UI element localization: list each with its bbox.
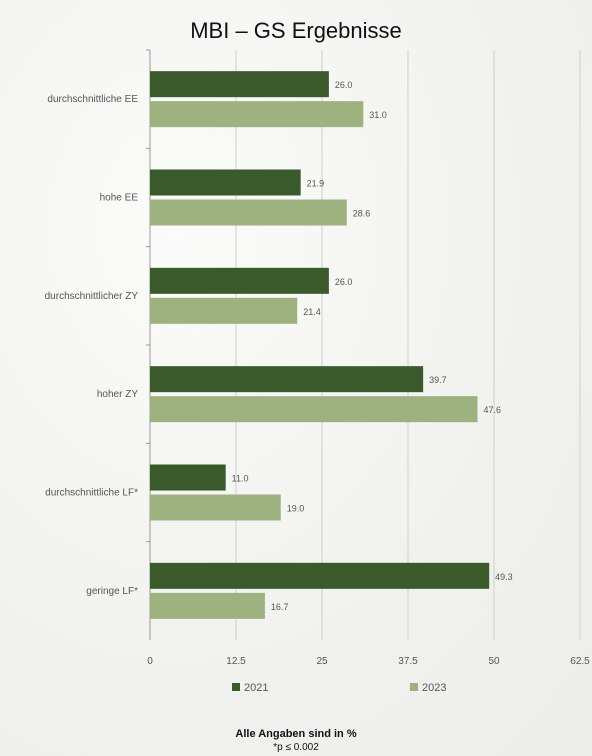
legend-label-2021: 2021 xyxy=(244,682,268,694)
bar-2021 xyxy=(150,267,329,294)
footnote-units: Alle Angaben sind in % xyxy=(235,728,357,740)
value-label-2023: 47.6 xyxy=(483,405,501,415)
bar-2023 xyxy=(150,101,364,128)
value-label-2023: 31.0 xyxy=(369,110,387,120)
category-label: durchschnittlicher ZY xyxy=(45,291,139,302)
x-tick-label: 50 xyxy=(488,656,500,667)
category-label: hoher ZY xyxy=(97,389,138,400)
value-label-2021: 26.0 xyxy=(335,80,353,90)
bars xyxy=(150,71,490,619)
value-label-2021: 49.3 xyxy=(495,572,513,582)
bar-2023 xyxy=(150,199,347,226)
category-label: durchschnittliche EE xyxy=(47,94,138,105)
x-tick-label: 37.5 xyxy=(398,656,418,667)
value-label-2023: 21.4 xyxy=(303,307,321,317)
value-label-2023: 19.0 xyxy=(287,504,305,514)
bar-2021 xyxy=(150,71,329,98)
footnote-significance: *p ≤ 0.002 xyxy=(273,742,319,753)
value-label-2021: 39.7 xyxy=(429,375,447,385)
bar-2023 xyxy=(150,396,478,423)
grid-lines xyxy=(146,49,581,640)
x-tick-label: 62.5 xyxy=(570,656,590,667)
category-label: durchschnittliche LF* xyxy=(45,488,138,499)
legend-swatch-2021 xyxy=(232,683,240,691)
value-label-2021: 21.9 xyxy=(307,179,325,189)
bar-2023 xyxy=(150,297,298,324)
value-label-2021: 11.0 xyxy=(232,474,249,484)
labels: 0 12.5 25 37.5 50 62.5 durchschnittliche EE 26.… xyxy=(45,80,591,667)
category-label: hohe EE xyxy=(100,193,139,204)
bar-2023 xyxy=(150,592,265,619)
legend-swatch-2023 xyxy=(410,683,418,691)
bar-2021 xyxy=(150,464,226,491)
bar-2021 xyxy=(150,169,301,196)
category-label: geringe LF* xyxy=(86,586,138,597)
legend-label-2023: 2023 xyxy=(422,682,446,694)
x-tick-label: 25 xyxy=(316,656,328,667)
value-label-2023: 28.6 xyxy=(353,209,371,219)
bar-2021 xyxy=(150,366,424,393)
legend: 2021 2023 xyxy=(232,682,446,694)
x-tick-label: 0 xyxy=(147,656,153,667)
chart-title: MBI – GS Ergebnisse xyxy=(190,18,402,43)
x-tick-label: 12.5 xyxy=(226,656,246,667)
value-label-2023: 16.7 xyxy=(271,602,289,612)
value-label-2021: 26.0 xyxy=(335,277,353,287)
bar-2023 xyxy=(150,494,281,521)
bar-2021 xyxy=(150,562,490,589)
